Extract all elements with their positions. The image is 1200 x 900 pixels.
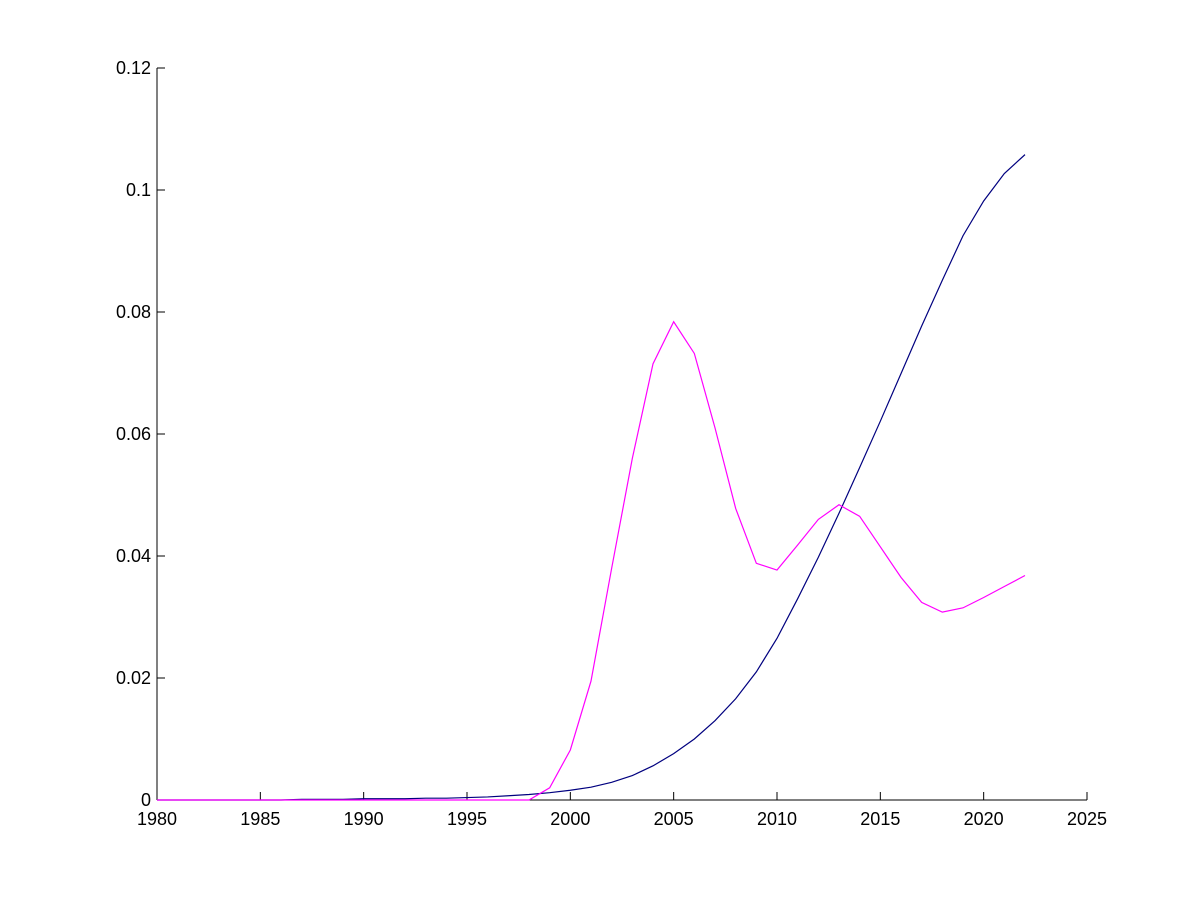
x-tick-label: 1985 [240, 809, 280, 829]
x-tick-label: 1980 [137, 809, 177, 829]
y-tick-label: 0.08 [116, 302, 151, 322]
y-tick-label: 0 [141, 790, 151, 810]
y-tick-label: 0.06 [116, 424, 151, 444]
y-tick-label: 0.02 [116, 668, 151, 688]
x-tick-label: 2020 [964, 809, 1004, 829]
y-tick-label: 0.04 [116, 546, 151, 566]
chart-axes [156, 68, 1087, 801]
x-tick-label: 2000 [550, 809, 590, 829]
y-axis-ticks: 0 0.02 0.04 0.06 0.08 0.1 0.12 [116, 58, 165, 810]
y-tick-label: 0.12 [116, 58, 151, 78]
series-lines [157, 154, 1026, 801]
x-axis-ticks: 1980 1985 1990 1995 2000 2005 2010 2015 2020 2025 [137, 792, 1107, 829]
x-tick-label: 2010 [757, 809, 797, 829]
series-line-1 [157, 154, 1026, 801]
series-line-2 [157, 320, 1026, 801]
x-tick-label: 2025 [1067, 809, 1107, 829]
x-tick-label: 2015 [860, 809, 900, 829]
x-tick-label: 2005 [654, 809, 694, 829]
x-tick-label: 1995 [447, 809, 487, 829]
y-tick-label: 0.1 [126, 180, 151, 200]
x-tick-label: 1990 [344, 809, 384, 829]
